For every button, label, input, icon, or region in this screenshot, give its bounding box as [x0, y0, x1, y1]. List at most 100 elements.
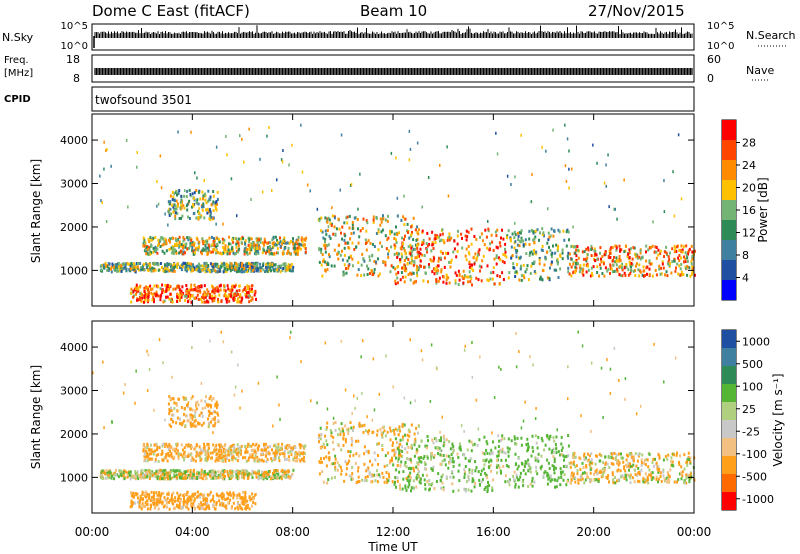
- data-cell: [197, 216, 200, 219]
- data-cell: [437, 269, 440, 273]
- data-cell: [510, 256, 513, 260]
- data-cell: [324, 246, 327, 250]
- data-cell: [255, 237, 258, 241]
- data-cell: [197, 190, 200, 194]
- data-cell: [205, 452, 208, 456]
- data-cell: [550, 252, 553, 256]
- data-cell: [170, 476, 173, 480]
- data-cell: [176, 262, 179, 266]
- data-cell: [192, 472, 195, 476]
- data-cell: [490, 233, 493, 237]
- data-cell: [145, 263, 148, 267]
- data-cell: [167, 448, 170, 452]
- data-cell: [286, 444, 289, 447]
- data-cell: [202, 499, 205, 503]
- data-cell: [648, 272, 651, 276]
- data-cell: [250, 455, 253, 459]
- data-cell: [686, 273, 689, 277]
- data-cell: [248, 507, 251, 511]
- data-cell: [157, 238, 160, 242]
- data-cell: [278, 459, 281, 463]
- data-cell: [432, 247, 435, 250]
- data-cell: [193, 447, 196, 451]
- data-cell: [196, 476, 199, 480]
- data-cell: [439, 239, 441, 243]
- data-cell: [265, 249, 268, 253]
- data-cell: [240, 298, 243, 302]
- data-cell: [201, 470, 204, 474]
- data-cell: [349, 184, 352, 187]
- data-cell: [170, 266, 173, 270]
- data-cell: [517, 238, 520, 242]
- data-cell: [590, 244, 593, 248]
- data-cell: [176, 193, 178, 197]
- data-cell: [468, 262, 471, 266]
- data-cell: [382, 217, 385, 221]
- data-cell: [255, 475, 258, 479]
- data-cell: [221, 445, 224, 449]
- data-cell: [161, 249, 164, 253]
- data-cell: [236, 494, 239, 497]
- data-cell: [147, 288, 150, 292]
- data-cell: [553, 268, 556, 272]
- data-cell: [458, 278, 461, 282]
- data-cell: [173, 447, 176, 451]
- data-cell: [453, 247, 456, 251]
- data-cell: [272, 457, 275, 461]
- data-cell: [628, 248, 631, 252]
- data-cell: [210, 215, 213, 219]
- data-cell: [189, 498, 192, 502]
- data-cell: [339, 253, 342, 257]
- data-cell: [662, 266, 665, 270]
- data-cell: [171, 203, 174, 207]
- data-cell: [346, 259, 349, 263]
- data-cell: [270, 251, 273, 255]
- data-cell: [486, 278, 489, 282]
- data-cell: [187, 294, 190, 298]
- data-cell: [150, 250, 153, 254]
- data-cell: [276, 448, 279, 452]
- data-cell: [264, 442, 267, 446]
- data-cell: [361, 227, 364, 230]
- data-cell: [139, 296, 141, 299]
- data-cell: [173, 506, 176, 510]
- data-cell: [678, 254, 681, 257]
- data-cell: [113, 473, 116, 477]
- data-cell: [613, 207, 615, 211]
- data-cell: [439, 256, 442, 260]
- data-cell: [443, 265, 446, 269]
- data-cell: [379, 217, 382, 221]
- data-cell: [341, 258, 344, 262]
- data-cell: [330, 224, 333, 228]
- data-cell: [465, 275, 468, 279]
- data-cell: [557, 276, 560, 279]
- data-cell: [402, 266, 405, 270]
- data-cell: [139, 505, 142, 508]
- data-cell: [249, 243, 252, 247]
- data-cell: [216, 197, 219, 201]
- data-cell: [542, 231, 545, 235]
- data-cell: [364, 238, 367, 242]
- data-cell: [445, 275, 448, 279]
- data-cell: [154, 268, 157, 272]
- data-cell: [619, 248, 622, 252]
- data-cell: [377, 230, 380, 234]
- data-cell: [211, 294, 214, 298]
- data-cell: [660, 272, 663, 276]
- data-cell: [166, 444, 169, 448]
- data-cell: [410, 272, 413, 276]
- data-cell: [157, 294, 160, 298]
- data-cell: [440, 268, 443, 272]
- data-cell: [646, 272, 648, 276]
- data-cell: [393, 232, 396, 236]
- data-cell: [152, 267, 155, 271]
- data-cell: [616, 267, 618, 271]
- data-cell: [416, 274, 419, 278]
- data-cell: [275, 251, 278, 255]
- data-cell: [159, 238, 162, 242]
- data-cell: [137, 262, 139, 265]
- data-cell: [208, 296, 211, 300]
- data-cell: [326, 244, 328, 248]
- data-cell: [221, 503, 224, 507]
